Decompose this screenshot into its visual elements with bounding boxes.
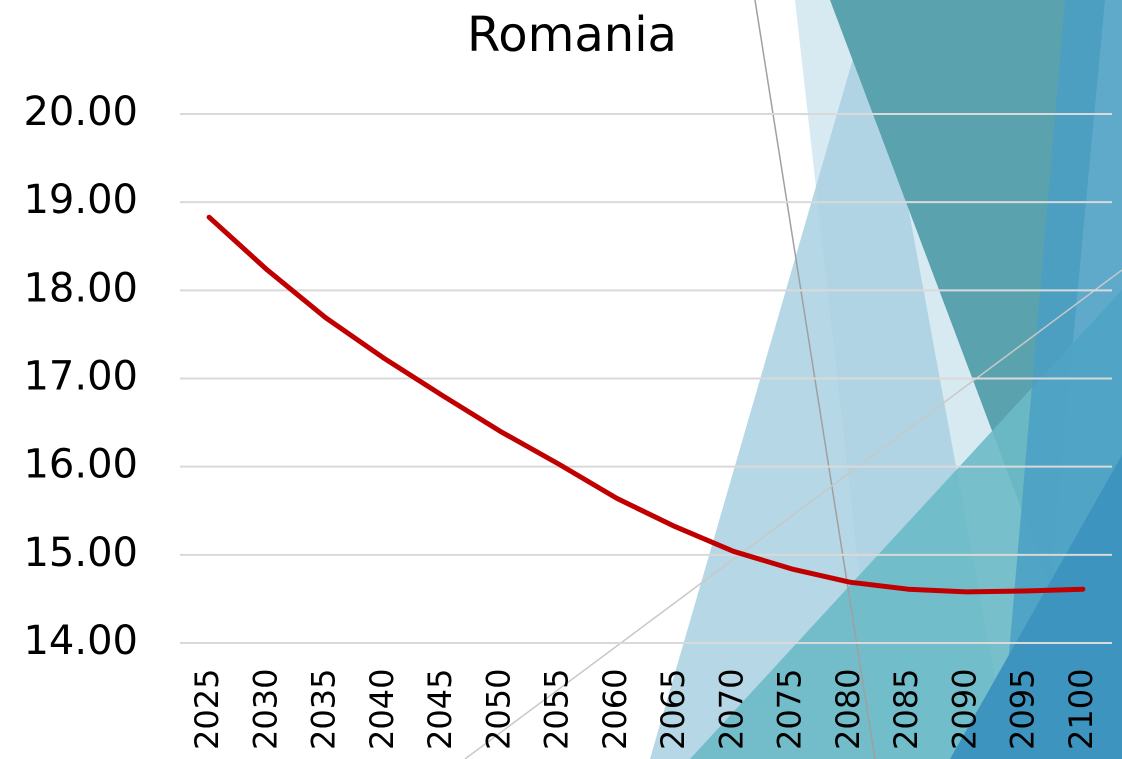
x-tick-label: 2085 bbox=[887, 669, 925, 750]
y-tick-label: 19.00 bbox=[23, 177, 138, 223]
x-tick-label: 2080 bbox=[829, 669, 867, 750]
y-tick-label: 15.00 bbox=[23, 530, 138, 576]
y-tick-label: 20.00 bbox=[23, 89, 138, 135]
x-tick-label: 2095 bbox=[1004, 669, 1042, 750]
y-tick-label: 16.00 bbox=[23, 442, 138, 488]
x-tick-label: 2040 bbox=[363, 669, 401, 750]
x-tick-label: 2070 bbox=[712, 669, 750, 750]
x-tick-label: 2045 bbox=[421, 669, 459, 750]
x-tick-label: 2090 bbox=[945, 669, 983, 750]
chart-title: Romania bbox=[467, 7, 677, 63]
x-tick-label: 2030 bbox=[246, 669, 284, 750]
x-tick-label: 2025 bbox=[188, 669, 226, 750]
x-tick-label: 2075 bbox=[771, 669, 809, 750]
x-tick-label: 2065 bbox=[654, 669, 692, 750]
y-tick-label: 18.00 bbox=[23, 265, 138, 311]
x-tick-label: 2100 bbox=[1062, 669, 1100, 750]
slide: Romania 14.00 15.00 16.00 17.00 18.00 19.00 20… bbox=[0, 0, 1122, 759]
x-tick-label: 2055 bbox=[538, 669, 576, 750]
x-tick-label: 2050 bbox=[479, 669, 517, 750]
x-tick-label: 2060 bbox=[596, 669, 634, 750]
y-tick-label: 17.00 bbox=[23, 354, 138, 400]
y-tick-label: 14.00 bbox=[23, 618, 138, 664]
x-tick-label: 2035 bbox=[305, 669, 343, 750]
